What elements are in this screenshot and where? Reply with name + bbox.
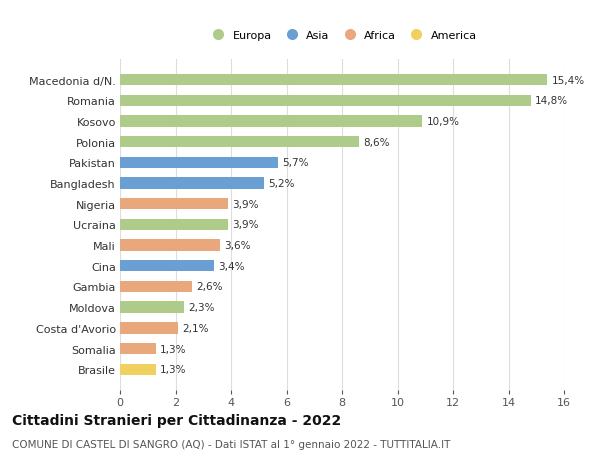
Text: 8,6%: 8,6% — [363, 137, 389, 147]
Bar — [120, 343, 156, 354]
Text: 2,1%: 2,1% — [182, 323, 209, 333]
Bar — [120, 75, 547, 86]
Text: Cittadini Stranieri per Cittadinanza - 2022: Cittadini Stranieri per Cittadinanza - 2… — [12, 414, 341, 428]
Text: 1,3%: 1,3% — [160, 344, 187, 354]
Bar — [120, 95, 531, 106]
Bar — [120, 178, 265, 189]
Bar — [120, 323, 178, 334]
Bar — [120, 219, 228, 230]
Bar — [120, 240, 220, 251]
Text: 3,9%: 3,9% — [232, 199, 259, 209]
Text: 5,2%: 5,2% — [268, 179, 295, 189]
Bar — [120, 281, 192, 292]
Text: 1,3%: 1,3% — [160, 364, 187, 375]
Text: 15,4%: 15,4% — [551, 75, 584, 85]
Text: 14,8%: 14,8% — [535, 96, 568, 106]
Bar — [120, 199, 228, 210]
Text: 3,6%: 3,6% — [224, 241, 251, 251]
Bar — [120, 137, 359, 148]
Text: 2,6%: 2,6% — [196, 282, 223, 292]
Text: 2,3%: 2,3% — [188, 302, 214, 313]
Legend: Europa, Asia, Africa, America: Europa, Asia, Africa, America — [205, 29, 479, 43]
Bar — [120, 157, 278, 168]
Text: 3,4%: 3,4% — [218, 261, 245, 271]
Text: 5,7%: 5,7% — [283, 158, 309, 168]
Bar — [120, 116, 422, 127]
Text: 10,9%: 10,9% — [427, 117, 460, 127]
Bar — [120, 302, 184, 313]
Bar — [120, 261, 214, 272]
Text: COMUNE DI CASTEL DI SANGRO (AQ) - Dati ISTAT al 1° gennaio 2022 - TUTTITALIA.IT: COMUNE DI CASTEL DI SANGRO (AQ) - Dati I… — [12, 440, 451, 449]
Bar — [120, 364, 156, 375]
Text: 3,9%: 3,9% — [232, 220, 259, 230]
